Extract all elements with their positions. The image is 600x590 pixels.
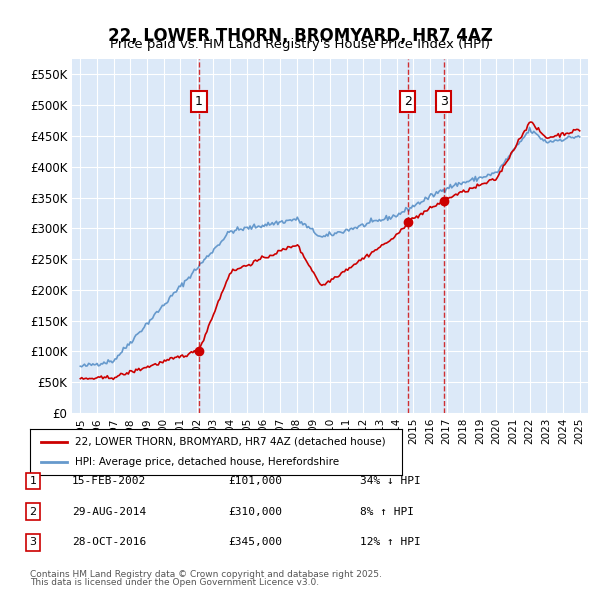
Text: 1: 1 xyxy=(29,476,37,486)
Text: 1: 1 xyxy=(195,95,203,108)
Text: 2: 2 xyxy=(29,507,37,516)
Text: This data is licensed under the Open Government Licence v3.0.: This data is licensed under the Open Gov… xyxy=(30,578,319,587)
Text: £310,000: £310,000 xyxy=(228,507,282,516)
Text: 3: 3 xyxy=(440,95,448,108)
Text: 3: 3 xyxy=(29,537,37,547)
Text: Contains HM Land Registry data © Crown copyright and database right 2025.: Contains HM Land Registry data © Crown c… xyxy=(30,571,382,579)
Text: 2: 2 xyxy=(404,95,412,108)
Text: 12% ↑ HPI: 12% ↑ HPI xyxy=(360,537,421,547)
Text: 15-FEB-2002: 15-FEB-2002 xyxy=(72,476,146,486)
Text: 22, LOWER THORN, BROMYARD, HR7 4AZ: 22, LOWER THORN, BROMYARD, HR7 4AZ xyxy=(107,27,493,45)
Text: 8% ↑ HPI: 8% ↑ HPI xyxy=(360,507,414,516)
Text: £345,000: £345,000 xyxy=(228,537,282,547)
Text: 28-OCT-2016: 28-OCT-2016 xyxy=(72,537,146,547)
Text: 29-AUG-2014: 29-AUG-2014 xyxy=(72,507,146,516)
Text: HPI: Average price, detached house, Herefordshire: HPI: Average price, detached house, Here… xyxy=(74,457,339,467)
Text: £101,000: £101,000 xyxy=(228,476,282,486)
Text: 22, LOWER THORN, BROMYARD, HR7 4AZ (detached house): 22, LOWER THORN, BROMYARD, HR7 4AZ (deta… xyxy=(74,437,385,447)
Text: Price paid vs. HM Land Registry's House Price Index (HPI): Price paid vs. HM Land Registry's House … xyxy=(110,38,490,51)
Text: 34% ↓ HPI: 34% ↓ HPI xyxy=(360,476,421,486)
